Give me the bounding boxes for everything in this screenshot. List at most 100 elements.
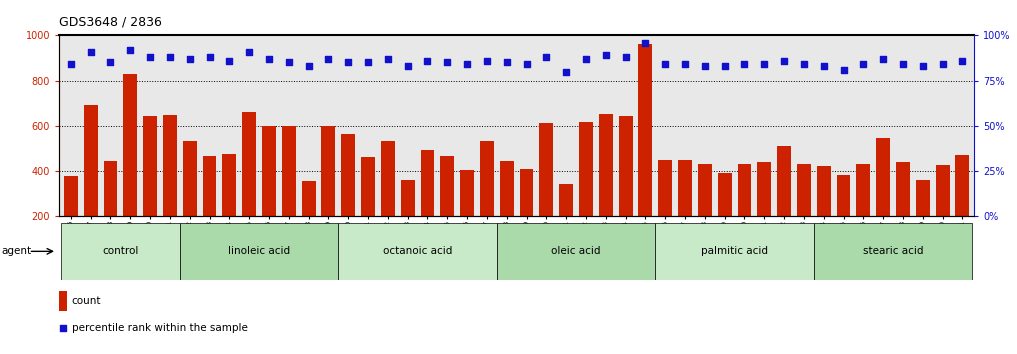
Point [419,58,435,63]
Point [538,54,554,60]
Point [162,54,178,60]
Point [63,62,79,67]
Text: linoleic acid: linoleic acid [228,246,290,256]
Bar [837,175,850,261]
Bar [520,169,534,261]
Point [459,62,475,67]
Bar [639,44,652,261]
Bar [123,74,137,261]
Bar [480,142,494,261]
Text: octanoic acid: octanoic acid [382,246,453,256]
Bar [381,142,395,261]
Text: agent: agent [1,246,32,256]
Bar [777,146,791,261]
Bar [64,176,78,261]
Bar [61,223,180,280]
Bar [339,223,497,280]
Bar [718,173,731,261]
Text: stearic acid: stearic acid [862,246,923,256]
Point [835,67,851,73]
Point [914,63,931,69]
Point [379,56,396,62]
Point [954,58,970,63]
Point [657,62,673,67]
Bar [916,180,930,261]
Bar [440,156,455,261]
Bar [579,122,593,261]
Bar [262,126,276,261]
Bar [559,184,574,261]
Point [103,59,119,65]
Bar [955,155,969,261]
Bar [539,124,553,261]
Text: count: count [72,296,102,306]
Point [598,52,614,58]
Bar [282,126,296,261]
Bar [877,138,890,261]
Point [816,63,832,69]
Bar [302,181,315,261]
Bar [342,133,355,261]
Bar [698,164,712,261]
Bar [401,180,415,261]
Bar [83,105,98,261]
Point [578,56,594,62]
Point [717,63,733,69]
Point [638,40,654,45]
Point [340,59,356,65]
Point [776,58,792,63]
Bar [143,115,157,261]
Point [360,59,376,65]
Bar [497,223,655,280]
Bar [655,223,814,280]
Point [895,62,911,67]
Bar [814,223,972,280]
Point [82,49,99,55]
Point [757,62,773,67]
Point [875,56,891,62]
Text: control: control [103,246,138,256]
Text: oleic acid: oleic acid [551,246,601,256]
Bar [321,126,336,261]
Bar [856,164,871,261]
Point [122,47,138,53]
Point [519,62,535,67]
Point [201,54,218,60]
Bar [599,114,612,261]
Bar [737,164,752,261]
Point [479,58,495,63]
Point [260,56,277,62]
Point [498,59,515,65]
Bar [242,112,256,261]
Bar [104,161,117,261]
Text: GDS3648 / 2836: GDS3648 / 2836 [59,16,162,29]
Point [736,62,753,67]
Point [142,54,159,60]
Bar [202,156,217,261]
Point [400,63,416,69]
Point [558,69,575,74]
Text: percentile rank within the sample: percentile rank within the sample [72,322,248,332]
Bar [758,162,771,261]
Point [439,59,456,65]
Text: palmitic acid: palmitic acid [701,246,768,256]
Point [55,325,71,330]
Bar [163,115,177,261]
Point [182,56,198,62]
Bar [618,115,633,261]
Point [300,63,316,69]
Bar [499,161,514,261]
Point [320,56,337,62]
Bar [59,291,67,310]
Bar [797,164,811,261]
Point [222,58,238,63]
Point [697,63,713,69]
Bar [180,223,339,280]
Point [677,62,694,67]
Bar [678,160,692,261]
Point [281,59,297,65]
Bar [223,154,236,261]
Point [795,62,812,67]
Bar [421,150,434,261]
Bar [361,157,375,261]
